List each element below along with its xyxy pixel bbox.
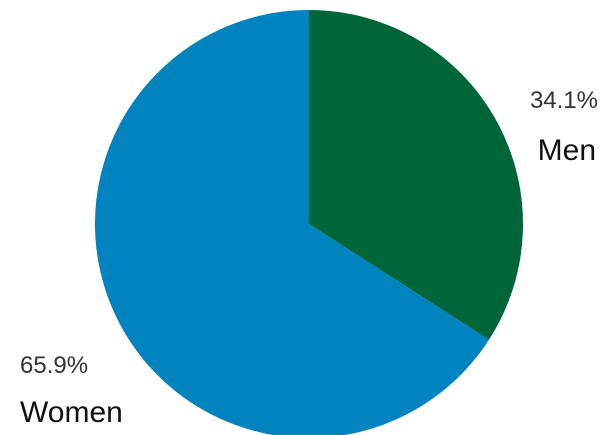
men-category-label: Men [538,134,596,167]
pie-slices [95,10,523,435]
pie-slice-men [309,10,523,340]
men-percent-label: 34.1% [530,87,598,114]
women-percent-label: 65.9% [20,352,88,379]
women-category-label: Women [20,396,123,429]
pie-slice-women [95,10,489,435]
